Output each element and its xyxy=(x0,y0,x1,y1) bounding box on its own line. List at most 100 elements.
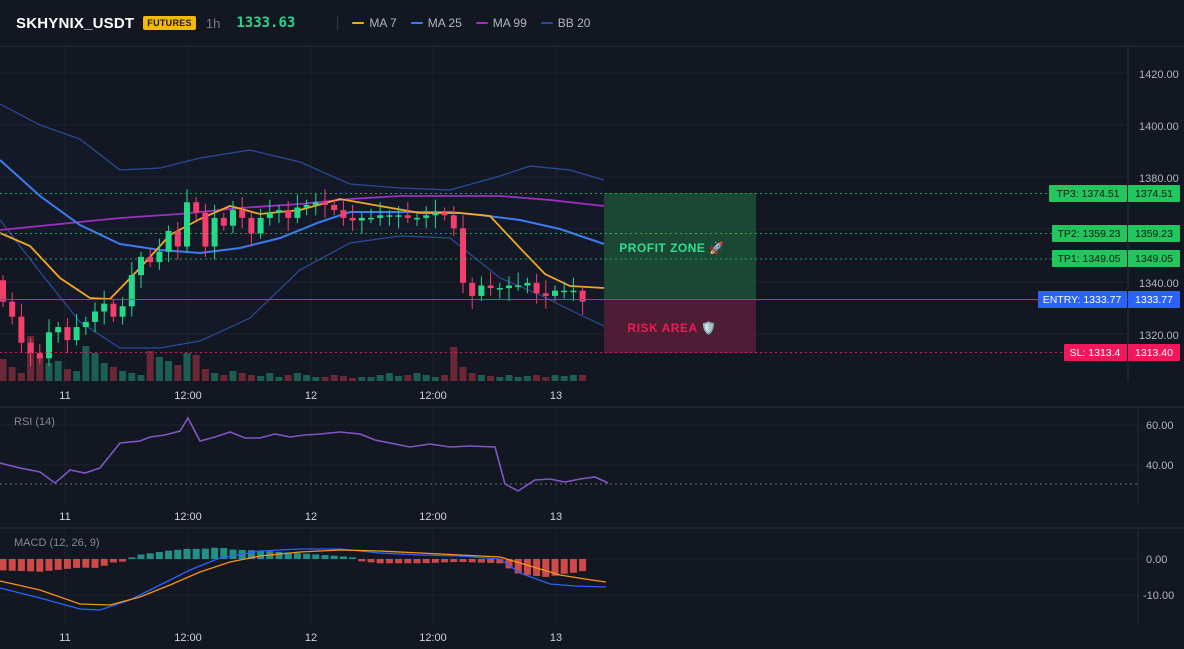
volume-bar xyxy=(431,377,439,381)
candle-body xyxy=(73,327,80,341)
time-tick: 11 xyxy=(59,390,70,402)
volume-bar xyxy=(349,378,357,381)
volume-bar xyxy=(293,373,301,381)
macd-histogram-bar xyxy=(358,559,366,562)
candle-body xyxy=(156,251,163,263)
macd-histogram-bar xyxy=(312,554,320,559)
macd-histogram-bar xyxy=(284,552,292,559)
macd-histogram-bar xyxy=(155,551,163,559)
risk-area-box xyxy=(604,299,756,353)
time-axis-main[interactable]: 11 12:00 12 12:00 13 xyxy=(59,390,562,402)
time-tick: 12:00 xyxy=(419,390,447,402)
macd-histogram-bar xyxy=(321,555,329,559)
time-axis-rsi: 11 12:00 12 12:00 13 xyxy=(59,511,562,523)
volume-bar xyxy=(257,376,265,381)
header-divider xyxy=(337,16,339,30)
macd-histogram-bar xyxy=(54,559,62,570)
candle-body xyxy=(515,285,522,287)
time-tick: 12:00 xyxy=(174,511,202,523)
macd-histogram-bar xyxy=(119,559,127,562)
volume-bar xyxy=(183,353,191,381)
macd-histogram-bar xyxy=(63,559,71,569)
candle-body xyxy=(230,210,236,226)
macd-tick: -10.00 xyxy=(1143,590,1174,602)
profit-zone-box xyxy=(604,193,756,299)
volume-bar xyxy=(312,377,320,381)
candle-body xyxy=(570,290,577,293)
macd-histogram-bar xyxy=(413,559,421,564)
macd-histogram-bar xyxy=(551,559,559,576)
macd-histogram-bar xyxy=(128,557,136,559)
volume-bar xyxy=(100,363,108,381)
macd-histogram-bar xyxy=(569,559,577,573)
rsi-pane[interactable]: RSI (14) 60.00 40.00 xyxy=(0,416,1174,492)
tp1-price-tag xyxy=(1128,250,1180,267)
volume-bar xyxy=(36,356,44,381)
entry-tags: ENTRY: 1333.77 1333.77 xyxy=(1038,291,1180,308)
tp2-price: 1359.23 xyxy=(1135,228,1173,240)
candle-body xyxy=(496,288,503,290)
macd-histogram-bar xyxy=(441,559,449,563)
candle-body xyxy=(239,210,246,218)
candle-body xyxy=(294,207,301,218)
candle-body xyxy=(552,290,558,296)
bollinger-bands xyxy=(0,103,605,349)
legend-bb20[interactable]: BB 20 xyxy=(540,16,590,30)
macd-histogram-bar xyxy=(220,548,228,559)
macd-histogram-bar xyxy=(275,551,283,559)
macd-histogram-bar xyxy=(247,550,255,559)
volume-bar xyxy=(17,373,25,381)
volume-bar xyxy=(395,376,403,381)
candle-body xyxy=(561,290,568,293)
macd-histogram-bar xyxy=(523,559,531,576)
volume-bar xyxy=(459,367,467,381)
macd-histogram-bar xyxy=(477,559,485,563)
volume-bar xyxy=(413,373,421,381)
timeframe-label[interactable]: 1h xyxy=(205,15,221,31)
rsi-tick: 40.00 xyxy=(1146,460,1174,472)
volume-bar xyxy=(441,375,449,381)
trade-level-lines xyxy=(0,193,1128,353)
price-axis[interactable]: 1420.00 1400.00 1380.00 1340.00 1320.00 xyxy=(1139,69,1179,342)
macd-histogram-bar xyxy=(91,559,99,568)
candle-body xyxy=(432,212,439,216)
volume-bar xyxy=(54,361,62,381)
volume-bar xyxy=(284,375,292,381)
legend-ma25[interactable]: MA 25 xyxy=(410,16,462,30)
tp3-price-tag xyxy=(1128,185,1180,202)
candle-body xyxy=(64,327,71,341)
macd-histogram-bar xyxy=(165,550,173,559)
legend-ma99[interactable]: MA 99 xyxy=(475,16,527,30)
candle-body xyxy=(110,303,117,317)
volume-bar xyxy=(45,363,53,381)
price-tick: 1400.00 xyxy=(1139,121,1179,133)
candle-body xyxy=(248,217,255,234)
candle-body xyxy=(460,228,466,283)
macd-pane[interactable]: MACD (12, 26, 9) 0.00 -10.00 xyxy=(0,537,1174,611)
candle-body xyxy=(349,217,356,221)
time-axis-macd: 11 12:00 12 12:00 13 xyxy=(59,632,562,644)
legend-swatch-ma25 xyxy=(410,22,423,24)
symbol-name[interactable]: SKHYNIX_USDT xyxy=(16,14,135,32)
legend-swatch-ma99 xyxy=(475,22,488,24)
bollinger-fill xyxy=(0,104,604,348)
risk-area-label: RISK AREA 🛡️ xyxy=(628,321,717,335)
candle-body xyxy=(487,285,494,289)
macd-histogram-bar xyxy=(257,550,265,559)
time-tick: 13 xyxy=(550,511,562,523)
legend-label-ma7: MA 7 xyxy=(369,16,397,30)
volume-bar xyxy=(137,375,145,381)
macd-histogram-bar xyxy=(73,559,81,568)
macd-histogram-bar xyxy=(183,548,191,559)
tp3-tags: TP3: 1374.51 1374.51 xyxy=(1049,185,1180,202)
tp3-price: 1374.51 xyxy=(1135,188,1173,200)
candle-body xyxy=(542,293,549,296)
sl-label-tag xyxy=(1064,344,1127,361)
macd-histogram-bar xyxy=(0,559,7,571)
macd-histogram-bar xyxy=(367,559,375,563)
candlesticks[interactable] xyxy=(0,189,586,367)
legend-ma7[interactable]: MA 7 xyxy=(352,16,397,30)
macd-histogram-bar xyxy=(293,553,301,559)
time-tick: 12 xyxy=(305,390,317,402)
